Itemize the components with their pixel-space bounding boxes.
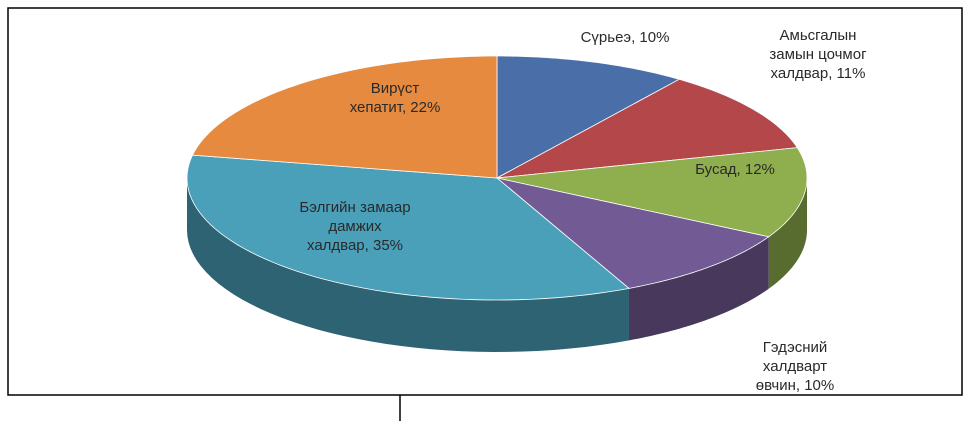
data-label-line: Амьсгалын [780,27,857,44]
data-label: Бэлгийн замаар дамжих халдвар, 35% [299,199,410,254]
data-label-line: халдвар, 11% [771,65,866,82]
data-label-line: замын цочмог [769,46,867,63]
slice [496,177,770,289]
slice [186,154,630,301]
frame [7,7,963,396]
data-label-line: өвчин, 10% [756,377,834,394]
data-label-line: хепатит, 22% [350,99,441,116]
data-label: Сүрьеэ, 10% [581,29,670,46]
data-label: Гэдэсний халдварт өвчин, 10% [756,339,834,394]
slice-side [628,236,769,341]
slice-side [187,178,629,352]
data-label-line: халдвар, 35% [307,237,403,254]
data-label-line: Гэдэсний [763,339,828,356]
data-label-line: Сүрьеэ, 10% [581,29,670,46]
data-label: Вирүст хепатит, 22% [350,80,441,116]
data-label-line: халдварт [763,358,827,375]
data-label-line: Вирүст [371,80,420,97]
data-label-line: дамжих [328,218,382,235]
slice [496,78,798,179]
data-label-line: Бэлгийн замаар [299,199,410,216]
data-label: Амьсгалын замын цочмог халдвар, 11% [769,27,867,82]
slice-side [768,178,807,289]
slice [496,147,808,238]
slice [191,55,498,179]
slice [496,55,681,179]
data-label-line: Бусад, 12% [695,161,775,178]
data-label: Бусад, 12% [695,161,775,178]
